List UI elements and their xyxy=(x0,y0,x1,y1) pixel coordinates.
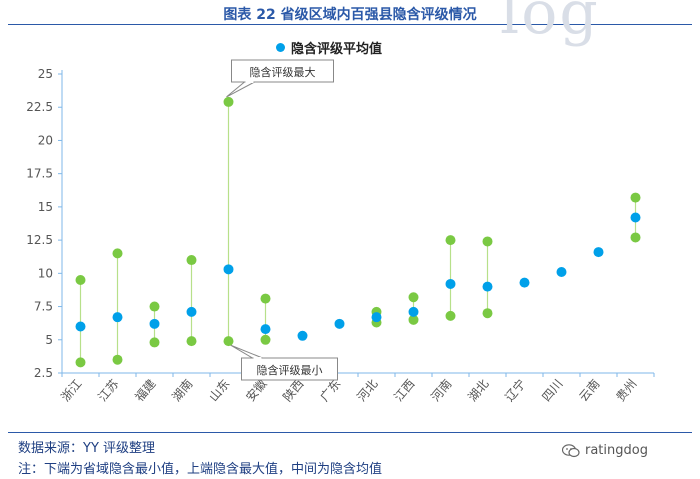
wechat-icon xyxy=(562,443,580,457)
mean-point xyxy=(334,318,345,329)
y-tick-label: 15 xyxy=(38,200,53,214)
y-tick-label: 25 xyxy=(38,67,53,81)
x-tick-label: 江西 xyxy=(391,377,417,404)
source-note: 数据来源：YY 评级整理 xyxy=(18,441,156,456)
mean-point xyxy=(112,312,123,323)
title-divider xyxy=(8,24,692,25)
mean-point xyxy=(519,277,530,288)
x-tick-label: 江苏 xyxy=(95,377,121,404)
brand: ratingdog xyxy=(562,443,648,458)
y-tick-label: 22.5 xyxy=(26,100,53,114)
mean-point xyxy=(408,306,419,317)
x-tick-label: 云南 xyxy=(576,376,603,404)
x-tick-label: 山东 xyxy=(206,377,232,404)
max-point xyxy=(223,96,234,107)
y-tick-label: 20 xyxy=(38,133,53,147)
x-tick-label: 贵州 xyxy=(613,377,639,404)
annotation-min-label: 隐含评级最小 xyxy=(257,363,323,377)
x-tick-label: 浙江 xyxy=(58,377,84,404)
max-point xyxy=(482,236,493,247)
x-tick-label: 福建 xyxy=(132,376,159,404)
max-point xyxy=(186,255,197,266)
mean-point xyxy=(75,321,86,332)
min-point xyxy=(149,337,160,348)
x-tick-label: 河北 xyxy=(354,377,380,404)
max-point xyxy=(408,292,419,303)
x-tick-label: 河南 xyxy=(428,376,455,404)
min-point xyxy=(445,310,456,321)
annotation-min-pointer xyxy=(230,344,263,359)
mean-point xyxy=(482,281,493,292)
annotation-max-label: 隐含评级最大 xyxy=(250,65,316,79)
mean-point xyxy=(630,212,641,223)
watermark: log xyxy=(500,0,600,48)
dot-range-chart: 2.557.51012.51517.52022.525浙江 江苏 福建 湖南 山东 安徽陕… xyxy=(26,59,655,404)
max-point xyxy=(75,274,86,285)
mean-point xyxy=(593,247,604,258)
x-tick-label: 四川 xyxy=(539,377,565,404)
annotation-max-box xyxy=(231,59,334,83)
max-point xyxy=(630,192,641,203)
mean-point xyxy=(371,312,382,323)
page-title: 图表 22 省级区域内百强县隐含评级情况 xyxy=(223,7,477,23)
min-point xyxy=(186,336,197,347)
min-point xyxy=(112,354,123,365)
y-tick-label: 2.5 xyxy=(34,366,53,380)
min-point xyxy=(260,334,271,345)
min-point xyxy=(482,308,493,319)
mean-point xyxy=(186,306,197,317)
y-tick-label: 17.5 xyxy=(26,167,53,181)
x-tick-label: 湖南 xyxy=(169,376,196,404)
max-point xyxy=(149,301,160,312)
min-point xyxy=(408,314,419,325)
chart-legend: 隐含评级平均值 xyxy=(276,38,382,57)
x-tick-label: 辽宁 xyxy=(502,376,529,404)
brand-name: ratingdog xyxy=(585,443,648,458)
mean-point xyxy=(260,324,271,335)
y-tick-label: 10 xyxy=(38,266,53,280)
mean-point xyxy=(297,330,308,341)
min-point xyxy=(630,232,641,243)
mean-point xyxy=(556,267,567,278)
max-point xyxy=(260,293,271,304)
mean-point xyxy=(445,278,456,289)
footer-divider xyxy=(8,432,692,433)
explanation-note: 注：下端为省域隐含最小值，上端隐含最大值，中间为隐含均值 xyxy=(18,462,383,477)
annotation-max-pointer xyxy=(226,81,255,98)
max-point xyxy=(112,248,123,259)
mean-point xyxy=(223,264,234,275)
y-tick-label: 5 xyxy=(45,333,53,347)
mean-point xyxy=(149,318,160,329)
legend-mean-label: 隐含评级平均值 xyxy=(291,42,383,57)
y-tick-label: 12.5 xyxy=(26,233,53,247)
annotation-min-box xyxy=(241,357,338,381)
y-tick-label: 7.5 xyxy=(34,300,53,314)
legend-mean-marker xyxy=(276,43,285,52)
min-point xyxy=(75,357,86,368)
max-point xyxy=(445,235,456,246)
x-tick-label: 广东 xyxy=(317,377,343,404)
min-point xyxy=(223,336,234,347)
x-tick-label: 湖北 xyxy=(465,376,492,404)
